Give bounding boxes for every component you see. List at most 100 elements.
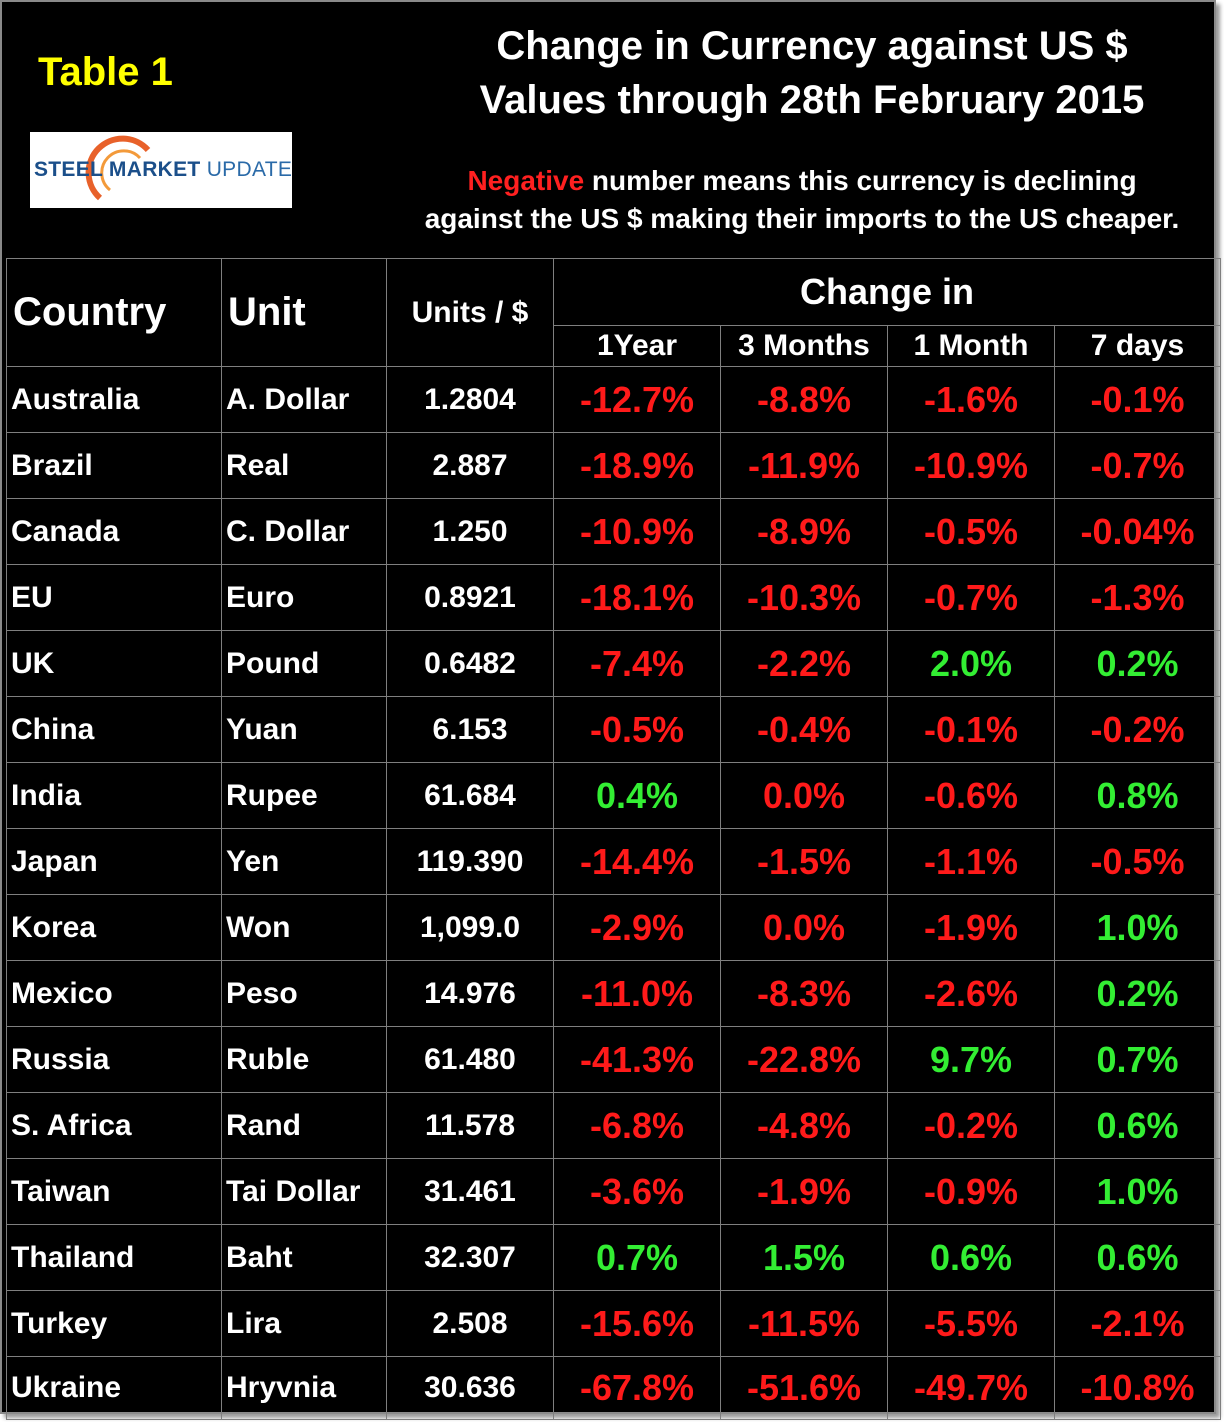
note: Negative number means this currency is d… xyxy=(382,162,1222,238)
change-value-cell: 2.0% xyxy=(887,630,1055,697)
note-line1-rest: number means this currency is declining xyxy=(584,165,1137,196)
country-cell: Australia xyxy=(6,366,222,433)
header-period-3months: 3 Months xyxy=(720,325,888,367)
unit-cell: Pound xyxy=(221,630,387,697)
change-value-cell: -2.1% xyxy=(1053,1290,1222,1357)
country-cell: China xyxy=(6,696,222,763)
change-value-cell: -49.7% xyxy=(887,1356,1055,1420)
change-value-cell: 0.6% xyxy=(1053,1092,1222,1159)
note-line2: against the US $ making their imports to… xyxy=(424,203,1180,234)
change-value-cell: -14.4% xyxy=(553,828,721,895)
table-row: Ukraine Hryvnia 30.636 -67.8% -51.6% -49.7% -1… xyxy=(6,1356,1222,1420)
change-value-cell: -8.8% xyxy=(720,366,888,433)
change-value-cell: 0.6% xyxy=(1053,1224,1222,1291)
change-value-cell: -67.8% xyxy=(553,1356,721,1420)
header-country: Country xyxy=(6,258,222,367)
change-value-cell: -10.8% xyxy=(1053,1356,1222,1420)
change-value-cell: -0.2% xyxy=(887,1092,1055,1159)
change-value-cell: -0.5% xyxy=(1053,828,1222,895)
unit-cell: Ruble xyxy=(221,1026,387,1093)
change-value-cell: 9.7% xyxy=(887,1026,1055,1093)
change-value-cell: 0.0% xyxy=(720,762,888,829)
change-value-cell: -2.9% xyxy=(553,894,721,961)
unit-cell: Euro xyxy=(221,564,387,631)
table-body: Australia A. Dollar 1.2804 -12.7% -8.8% -1.6%… xyxy=(6,366,1222,1420)
change-value-cell: 0.0% xyxy=(720,894,888,961)
change-value-cell: 0.2% xyxy=(1053,960,1222,1027)
table-row: Canada C. Dollar 1.250 -10.9% -8.9% -0.5% -0.0… xyxy=(6,498,1222,565)
unit-cell: Baht xyxy=(221,1224,387,1291)
steel-market-update-logo: STEEL MARKET UPDATE xyxy=(30,132,292,208)
country-cell: Turkey xyxy=(6,1290,222,1357)
header-period-7days: 7 days xyxy=(1053,325,1222,367)
table-row: UK Pound 0.6482 -7.4% -2.2% 2.0% 0.2% xyxy=(6,630,1222,697)
unit-cell: C. Dollar xyxy=(221,498,387,565)
note-negative-word: Negative xyxy=(467,165,585,196)
change-value-cell: -0.04% xyxy=(1053,498,1222,565)
header-units-per-dollar: Units / $ xyxy=(386,258,554,367)
country-cell: EU xyxy=(6,564,222,631)
units-per-dollar-cell: 0.6482 xyxy=(386,630,554,697)
change-value-cell: -8.9% xyxy=(720,498,888,565)
change-value-cell: 0.7% xyxy=(1053,1026,1222,1093)
country-cell: India xyxy=(6,762,222,829)
units-per-dollar-cell: 119.390 xyxy=(386,828,554,895)
units-per-dollar-cell: 61.684 xyxy=(386,762,554,829)
change-value-cell: 1.0% xyxy=(1053,1158,1222,1225)
change-value-cell: -51.6% xyxy=(720,1356,888,1420)
change-value-cell: -3.6% xyxy=(553,1158,721,1225)
header: Table 1 STEEL MARKET UPDATE Change in Cu… xyxy=(2,2,1214,256)
table-row: S. Africa Rand 11.578 -6.8% -4.8% -0.2% 0.6% xyxy=(6,1092,1222,1159)
change-value-cell: 0.8% xyxy=(1053,762,1222,829)
change-value-cell: -0.1% xyxy=(1053,366,1222,433)
units-per-dollar-cell: 61.480 xyxy=(386,1026,554,1093)
units-per-dollar-cell: 30.636 xyxy=(386,1356,554,1420)
units-per-dollar-cell: 1.250 xyxy=(386,498,554,565)
unit-cell: Hryvnia xyxy=(221,1356,387,1420)
units-per-dollar-cell: 1.2804 xyxy=(386,366,554,433)
table-row: Japan Yen 119.390 -14.4% -1.5% -1.1% -0.5% xyxy=(6,828,1222,895)
table-row: China Yuan 6.153 -0.5% -0.4% -0.1% -0.2% xyxy=(6,696,1222,763)
header-period-1year: 1Year xyxy=(553,325,721,367)
change-value-cell: -11.0% xyxy=(553,960,721,1027)
change-value-cell: -0.9% xyxy=(887,1158,1055,1225)
change-value-cell: 0.4% xyxy=(553,762,721,829)
country-cell: Mexico xyxy=(6,960,222,1027)
unit-cell: Rand xyxy=(221,1092,387,1159)
unit-cell: Peso xyxy=(221,960,387,1027)
change-value-cell: -2.2% xyxy=(720,630,888,697)
change-value-cell: -4.8% xyxy=(720,1092,888,1159)
change-value-cell: -5.5% xyxy=(887,1290,1055,1357)
change-value-cell: -7.4% xyxy=(553,630,721,697)
header-change-in: Change in xyxy=(552,258,1222,326)
units-per-dollar-cell: 32.307 xyxy=(386,1224,554,1291)
change-value-cell: -11.5% xyxy=(720,1290,888,1357)
table-row: Mexico Peso 14.976 -11.0% -8.3% -2.6% 0.2% xyxy=(6,960,1222,1027)
table-label: Table 1 xyxy=(38,50,173,94)
change-value-cell: 0.2% xyxy=(1053,630,1222,697)
change-value-cell: -18.1% xyxy=(553,564,721,631)
unit-cell: Tai Dollar xyxy=(221,1158,387,1225)
unit-cell: A. Dollar xyxy=(221,366,387,433)
change-value-cell: -1.1% xyxy=(887,828,1055,895)
change-value-cell: -22.8% xyxy=(720,1026,888,1093)
country-cell: UK xyxy=(6,630,222,697)
change-value-cell: -10.9% xyxy=(553,498,721,565)
change-value-cell: -10.3% xyxy=(720,564,888,631)
change-value-cell: -0.7% xyxy=(887,564,1055,631)
units-per-dollar-cell: 1,099.0 xyxy=(386,894,554,961)
country-cell: Japan xyxy=(6,828,222,895)
table-row: EU Euro 0.8921 -18.1% -10.3% -0.7% -1.3% xyxy=(6,564,1222,631)
logo-swoosh-icon xyxy=(85,135,151,201)
country-cell: Brazil xyxy=(6,432,222,499)
country-cell: Russia xyxy=(6,1026,222,1093)
table-row: Thailand Baht 32.307 0.7% 1.5% 0.6% 0.6% xyxy=(6,1224,1222,1291)
unit-cell: Real xyxy=(221,432,387,499)
logo-text-light: UPDATE xyxy=(206,158,293,181)
change-value-cell: -2.6% xyxy=(887,960,1055,1027)
table-row: Turkey Lira 2.508 -15.6% -11.5% -5.5% -2.1% xyxy=(6,1290,1222,1357)
country-cell: S. Africa xyxy=(6,1092,222,1159)
change-value-cell: -1.5% xyxy=(720,828,888,895)
change-value-cell: -10.9% xyxy=(887,432,1055,499)
